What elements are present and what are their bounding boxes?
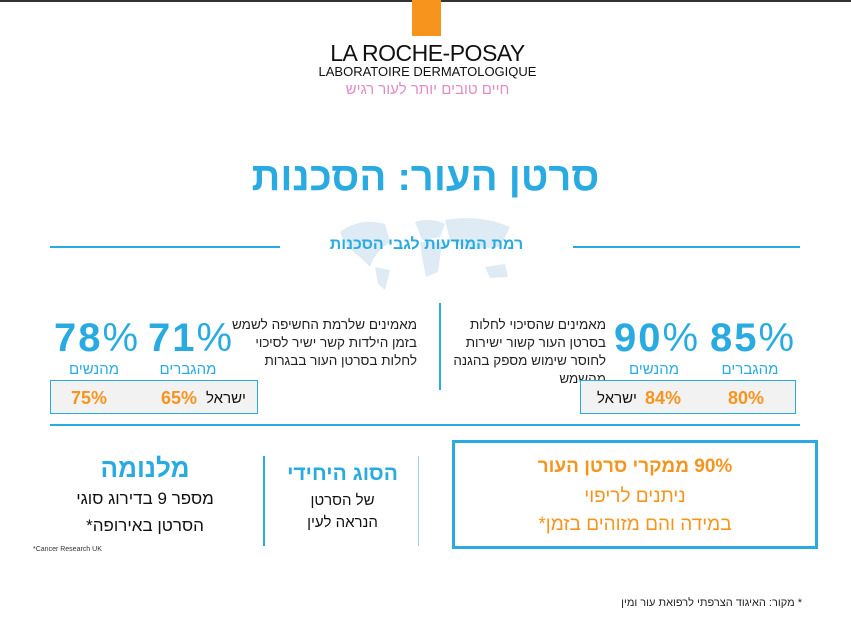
israel-women-value: 84% <box>645 388 682 408</box>
right-israel-box: ישראל 84% 80% <box>580 380 796 414</box>
israel-label: ישראל <box>597 390 637 407</box>
section-divider <box>50 424 800 426</box>
desc-line: לחוסר שימוש מספק בהגנה <box>453 353 606 368</box>
logo-brand: LA ROCHE-POSAY <box>330 40 525 66</box>
desc-line: בסרטן העור קשור ישירות <box>465 335 606 350</box>
world-map-icon <box>340 218 510 290</box>
curable-box <box>452 440 818 549</box>
desc-line: לחלות בסרטן העור בבגרות <box>264 353 417 368</box>
footer-source: * מקור: האיגוד הצרפתי לרפואת עור ומין <box>621 597 802 609</box>
right-women-percent: 90% <box>614 316 701 360</box>
left-women-percent: 78% <box>54 316 141 360</box>
desc-line: מאמינים שלרמת החשיפה לשמש <box>231 317 417 332</box>
right-stat-description: מאמינים שהסיכוי לחלות בסרטן העור קשור יש… <box>450 316 606 388</box>
logo-orange-square <box>412 0 441 36</box>
left-israel-box: 75% 65% ישראל <box>50 380 258 414</box>
right-men-percent: 85% <box>710 316 797 360</box>
divider-left <box>50 246 280 248</box>
israel-men-value: 80% <box>728 388 765 408</box>
israel-women-value: 75% <box>71 388 108 408</box>
left-stat-description: מאמינים שלרמת החשיפה לשמש בזמן הילדות קש… <box>225 316 417 370</box>
curable-line3: במידה והם מזוהים בזמן* <box>538 514 732 535</box>
right-men-label: מהגברים <box>721 361 779 378</box>
melanoma-line1: מספר 9 בדירוג סוגי <box>76 489 214 508</box>
section-subtitle: רמת המודעות לגבי הסכנות <box>329 236 524 253</box>
left-men-label: מהגברים <box>159 361 217 378</box>
vertical-divider <box>439 303 441 390</box>
logo-subtitle: LABORATOIRE DERMATOLOGIQUE <box>318 64 537 79</box>
eye-line2: הנראה לעין <box>307 514 378 531</box>
vertical-divider <box>263 456 265 546</box>
curable-line2: ניתנים לריפוי <box>584 486 686 507</box>
divider-right <box>573 246 800 248</box>
curable-line1: 90% ממקרי סרטן העור <box>537 456 733 477</box>
melanoma-heading: מלנומה <box>100 453 190 483</box>
left-men-percent: 71% <box>148 316 235 360</box>
israel-men-value: 65% <box>161 388 198 408</box>
desc-line: בזמן הילדות קשר ישיר לסיכוי <box>255 335 417 350</box>
eye-heading: הסוג היחידי <box>287 462 398 485</box>
vertical-divider <box>418 456 419 546</box>
logo-tagline: חיים טובים יותר לעור רגיש <box>345 81 510 98</box>
israel-label: ישראל <box>206 390 246 407</box>
desc-line: מאמינים שהסיכוי לחלות <box>469 317 606 332</box>
melanoma-source: *Cancer Research UK <box>33 546 102 553</box>
right-women-label: מהנשים <box>628 361 680 378</box>
melanoma-line2: הסרטן באירופה* <box>86 516 204 535</box>
eye-line1: של הסרטן <box>310 492 375 509</box>
left-women-label: מהנשים <box>68 361 120 378</box>
page-title: סרטן העור: הסכנות <box>251 155 600 199</box>
